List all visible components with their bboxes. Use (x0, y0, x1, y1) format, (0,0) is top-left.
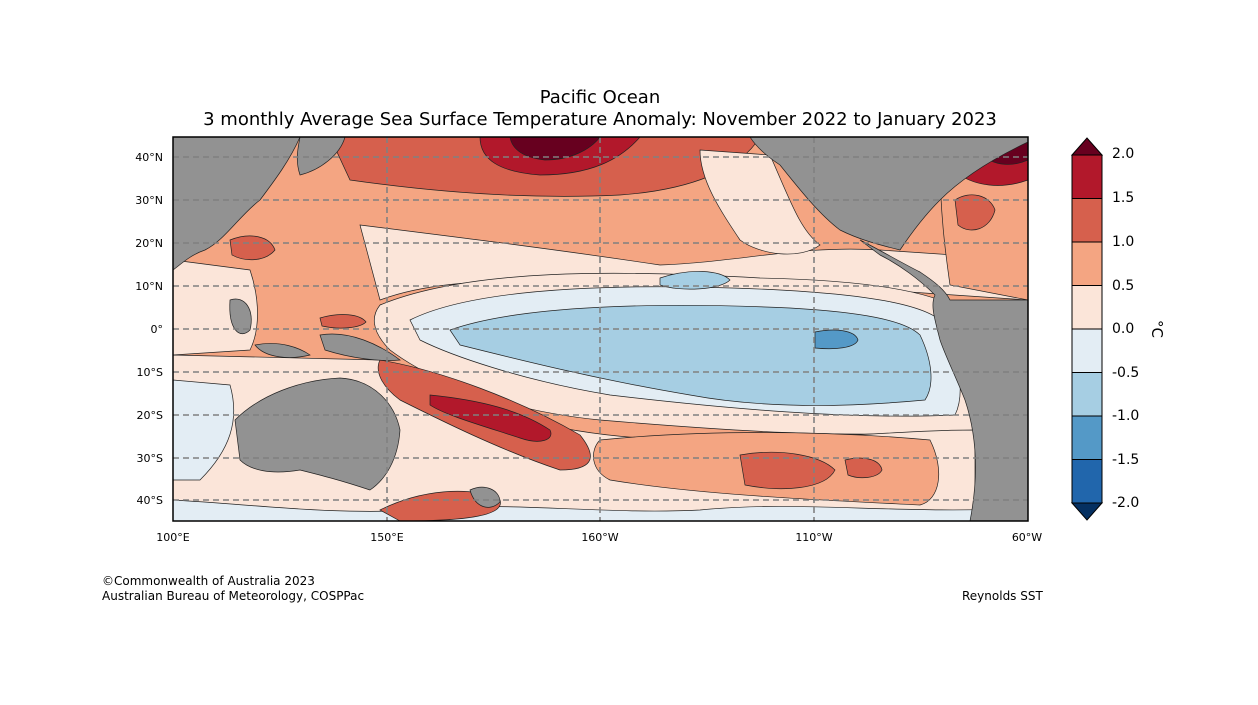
colorbar-tick-1.5: 1.5 (1112, 190, 1135, 206)
lon-label-60w: 60°W (1011, 531, 1043, 544)
colorbar-tick--0.5: -0.5 (1112, 365, 1140, 381)
colorbar-tick-1.0: 1.0 (1112, 234, 1135, 250)
colorbar-unit-label: °C (1147, 320, 1166, 338)
agency-text: Australian Bureau of Meteorology, COSPPa… (102, 589, 365, 603)
warm-patch-southeast (739, 451, 836, 489)
lat-label-0: 0° (150, 323, 164, 336)
warm-patch-western-pacific (319, 314, 367, 329)
lat-label-10n: 10°N (135, 280, 163, 293)
land (173, 137, 1028, 521)
lat-label-40s: 40°S (136, 494, 163, 507)
warm-core-southwest (429, 394, 552, 442)
colorbar-bin--1.5--1.0 (1071, 415, 1103, 460)
colorbar-bin-0.0-0.5 (1071, 285, 1103, 330)
lon-label-150e: 150°E (370, 531, 404, 544)
land-borneo (229, 298, 252, 335)
colorbar-bin--0.5-0.0 (1071, 328, 1103, 373)
lon-label-110w: 110°W (795, 531, 833, 544)
colorbar (1070, 137, 1104, 521)
colorbar-tick--1.0: -1.0 (1112, 408, 1140, 424)
data-source-text: Reynolds SST (962, 589, 1043, 603)
map-subtitle: 3 monthly Average Sea Surface Temperatur… (203, 109, 997, 130)
colorbar-bin-1.5-2.0 (1071, 154, 1103, 199)
colorbar-tick-2.0: 2.0 (1112, 146, 1135, 162)
land-australia (234, 377, 401, 491)
colorbar-max-arrow (1070, 137, 1104, 156)
warm-patch-atlantic (954, 194, 996, 231)
cool-core (814, 329, 859, 350)
copyright-text: ©Commonwealth of Australia 2023 (102, 574, 315, 588)
land-north-america (749, 137, 1028, 251)
lon-label-100e: 100°E (156, 531, 190, 544)
warm-patch-south-china-sea (229, 235, 276, 261)
colorbar-bin--1.0--0.5 (1071, 372, 1103, 417)
warm-patch-southeast-2 (844, 457, 883, 479)
lat-label-30s: 30°S (136, 452, 163, 465)
map-frame (172, 136, 1029, 522)
graticule (173, 137, 1028, 521)
land-java (254, 343, 311, 358)
cool-tongue-blue (449, 305, 932, 406)
land-new-zealand (469, 486, 501, 508)
map-layer (173, 137, 1028, 521)
colorbar-bin--2.0--1.5 (1071, 459, 1103, 504)
colorbar-bin-1.0-1.5 (1071, 198, 1103, 243)
hot-core-north (509, 137, 601, 161)
lon-label-160w: 160°W (581, 531, 619, 544)
colorbar-tick--2.0: -2.0 (1112, 495, 1140, 511)
pale-east-north (699, 149, 821, 255)
colorbar-tick-0.0: 0.0 (1112, 321, 1135, 337)
colorbar-min-arrow (1070, 502, 1104, 521)
land-south-america (859, 239, 1028, 521)
lat-label-10s: 10°S (136, 366, 163, 379)
lat-label-30n: 30°N (135, 194, 163, 207)
cool-patch-north (659, 271, 731, 290)
lat-label-40n: 40°N (135, 151, 163, 164)
land-japan (296, 137, 346, 176)
map-title: Pacific Ocean (539, 87, 661, 108)
colorbar-tick-0.5: 0.5 (1112, 278, 1135, 294)
cool-indian-ocean (173, 379, 235, 481)
land-new-guinea (319, 333, 401, 361)
lat-label-20n: 20°N (135, 237, 163, 250)
colorbar-tick--1.5: -1.5 (1112, 452, 1140, 468)
land-east-asia (173, 137, 301, 271)
lat-label-20s: 20°S (136, 409, 163, 422)
colorbar-bin-0.5-1.0 (1071, 241, 1103, 286)
